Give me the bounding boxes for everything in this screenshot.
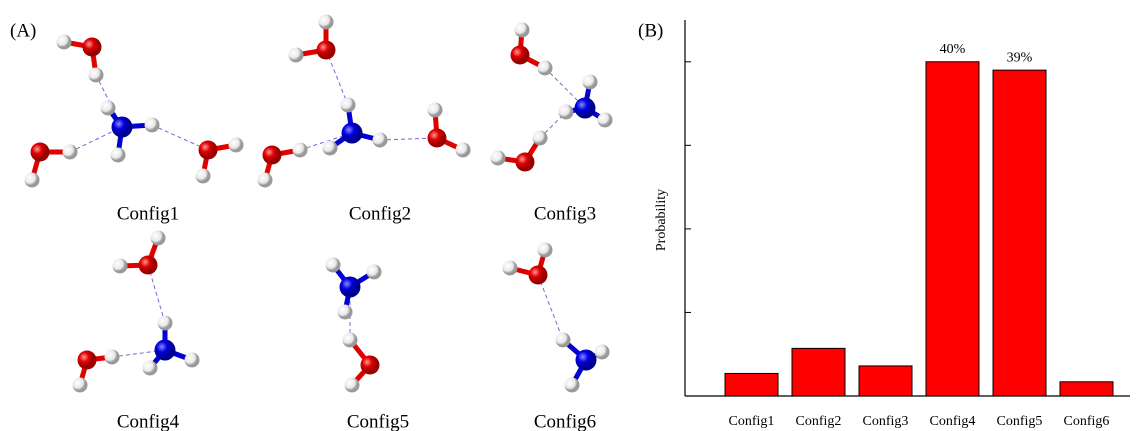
panel-label: (A): [10, 20, 36, 41]
hydrogen-atom: [503, 261, 518, 276]
hydrogen-atom: [565, 378, 580, 393]
oxygen-atom: [199, 141, 218, 160]
hydrogen-atom: [345, 378, 360, 393]
figure: (A) Config1 Config2 Config3 Config4 Conf…: [0, 0, 1142, 431]
structure-label: Config1: [117, 203, 179, 224]
x-tick-label: Config3: [863, 414, 909, 429]
panel-label: (B): [638, 20, 663, 41]
y-axis-label: Probability: [654, 189, 669, 251]
hydrogen-atom: [89, 68, 104, 83]
hydrogen-atom: [158, 316, 173, 331]
hydrogen-atom: [185, 353, 200, 368]
hydrogen-atom: [373, 133, 388, 148]
hydrogen-atom: [515, 23, 530, 38]
hydrogen-atom: [338, 305, 353, 320]
data-label: 40%: [940, 42, 966, 57]
hydrogen-atom: [595, 345, 610, 360]
oxygen-atom: [428, 129, 447, 148]
hydrogen-atom: [25, 173, 40, 188]
x-tick-label: Config6: [1064, 414, 1110, 429]
oxygen-atom: [511, 46, 530, 65]
hydrogen-atom: [456, 143, 471, 158]
hydrogen-atom: [538, 61, 553, 76]
hydrogen-atom: [229, 138, 244, 153]
bar: [792, 348, 845, 396]
oxygen-atom: [516, 153, 535, 172]
data-label: 39%: [1007, 50, 1033, 65]
oxygen-atom: [317, 41, 336, 60]
oxygen-atom: [529, 266, 548, 285]
structure-label: Config3: [534, 203, 596, 224]
bar: [993, 70, 1046, 396]
hydrogen-atom: [289, 48, 304, 63]
structure-label: Config5: [347, 411, 409, 431]
hydrogen-atom: [258, 173, 273, 188]
hydrogen-atom: [367, 265, 382, 280]
hydrogen-atom: [428, 103, 443, 118]
bar: [859, 366, 912, 396]
oxygen-atom: [78, 351, 97, 370]
bar: [725, 373, 778, 396]
nitrogen-atom: [112, 117, 133, 138]
x-tick-label: Config2: [796, 414, 842, 429]
hydrogen-atom: [583, 75, 598, 90]
bar: [1060, 382, 1113, 396]
nitrogen-atom: [342, 123, 363, 144]
hydrogen-atom: [598, 113, 613, 128]
hydrogen-atom: [145, 118, 160, 133]
hydrogen-atom: [196, 169, 211, 184]
oxygen-atom: [361, 356, 380, 375]
x-tick-label: Config1: [729, 414, 775, 429]
x-tick-label: Config5: [997, 414, 1043, 429]
hydrogen-atom: [491, 151, 506, 166]
nitrogen-atom: [340, 277, 361, 298]
structure-label: Config4: [117, 411, 180, 431]
hydrogen-atom: [111, 148, 126, 163]
hydrogen-atom: [293, 143, 308, 158]
structure-label: Config6: [534, 411, 596, 431]
hydrogen-atom: [151, 231, 166, 246]
x-tick-label: Config4: [930, 414, 976, 429]
hydrogen-atom: [57, 35, 72, 50]
hydrogen-atom: [113, 259, 128, 274]
structure-label: Config2: [349, 203, 411, 224]
hydrogen-atom: [343, 333, 358, 348]
hydrogen-atom: [326, 258, 341, 273]
hydrogen-atom: [101, 101, 116, 116]
oxygen-atom: [263, 146, 282, 165]
hydrogen-atom: [143, 361, 158, 376]
hydrogen-atom: [538, 243, 553, 258]
hydrogen-atom: [323, 141, 338, 156]
oxygen-atom: [31, 143, 50, 162]
nitrogen-atom: [576, 350, 597, 371]
bar: [926, 62, 979, 396]
hydrogen-atom: [341, 98, 356, 113]
hydrogen-atom: [319, 15, 334, 30]
nitrogen-atom: [155, 340, 176, 361]
oxygen-atom: [139, 256, 158, 275]
hydrogen-atom: [73, 378, 88, 393]
hydrogen-atom: [105, 350, 120, 365]
hydrogen-atom: [559, 105, 574, 120]
hydrogen-atom: [556, 333, 571, 348]
oxygen-atom: [83, 38, 102, 57]
hydrogen-atom: [533, 131, 548, 146]
nitrogen-atom: [575, 98, 596, 119]
hydrogen-atom: [63, 145, 78, 160]
